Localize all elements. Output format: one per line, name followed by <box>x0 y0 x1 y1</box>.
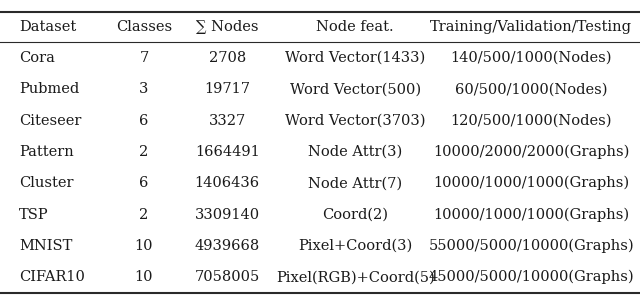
Text: Citeseer: Citeseer <box>19 114 81 128</box>
Text: Node Attr(3): Node Attr(3) <box>308 145 403 159</box>
Text: Pattern: Pattern <box>19 145 74 159</box>
Text: Coord(2): Coord(2) <box>322 207 388 222</box>
Text: Training/Validation/Testing: Training/Validation/Testing <box>430 20 632 34</box>
Text: 10: 10 <box>135 239 153 253</box>
Text: 6: 6 <box>140 176 148 190</box>
Text: 1406436: 1406436 <box>195 176 260 190</box>
Text: 120/500/1000(Nodes): 120/500/1000(Nodes) <box>451 114 612 128</box>
Text: 19717: 19717 <box>204 82 250 96</box>
Text: 7058005: 7058005 <box>195 270 260 284</box>
Text: Pixel+Coord(3): Pixel+Coord(3) <box>298 239 412 253</box>
Text: 45000/5000/10000(Graphs): 45000/5000/10000(Graphs) <box>428 270 634 284</box>
Text: Pixel(RGB)+Coord(5): Pixel(RGB)+Coord(5) <box>276 270 435 284</box>
Text: Cluster: Cluster <box>19 176 74 190</box>
Text: 3327: 3327 <box>209 114 246 128</box>
Text: Node Attr(7): Node Attr(7) <box>308 176 403 190</box>
Text: 2708: 2708 <box>209 51 246 65</box>
Text: TSP: TSP <box>19 207 49 222</box>
Text: 55000/5000/10000(Graphs): 55000/5000/10000(Graphs) <box>428 239 634 253</box>
Text: 3309140: 3309140 <box>195 207 260 222</box>
Text: Classes: Classes <box>116 20 172 34</box>
Text: 4939668: 4939668 <box>195 239 260 253</box>
Text: 1664491: 1664491 <box>195 145 260 159</box>
Text: Pubmed: Pubmed <box>19 82 79 96</box>
Text: MNIST: MNIST <box>19 239 72 253</box>
Text: Word Vector(500): Word Vector(500) <box>290 82 420 96</box>
Text: Word Vector(3703): Word Vector(3703) <box>285 114 426 128</box>
Text: 2: 2 <box>140 207 148 222</box>
Text: Node feat.: Node feat. <box>316 20 394 34</box>
Text: CIFAR10: CIFAR10 <box>19 270 85 284</box>
Text: 7: 7 <box>140 51 148 65</box>
Text: 6: 6 <box>140 114 148 128</box>
Text: 10000/1000/1000(Graphs): 10000/1000/1000(Graphs) <box>433 207 629 222</box>
Text: 10000/1000/1000(Graphs): 10000/1000/1000(Graphs) <box>433 176 629 191</box>
Text: 140/500/1000(Nodes): 140/500/1000(Nodes) <box>451 51 612 65</box>
Text: 10000/2000/2000(Graphs): 10000/2000/2000(Graphs) <box>433 145 629 159</box>
Text: 10: 10 <box>135 270 153 284</box>
Text: Dataset: Dataset <box>19 20 76 34</box>
Text: ∑ Nodes: ∑ Nodes <box>196 20 259 34</box>
Text: 60/500/1000(Nodes): 60/500/1000(Nodes) <box>455 82 607 96</box>
Text: 2: 2 <box>140 145 148 159</box>
Text: 3: 3 <box>140 82 148 96</box>
Text: Word Vector(1433): Word Vector(1433) <box>285 51 426 65</box>
Text: Cora: Cora <box>19 51 55 65</box>
